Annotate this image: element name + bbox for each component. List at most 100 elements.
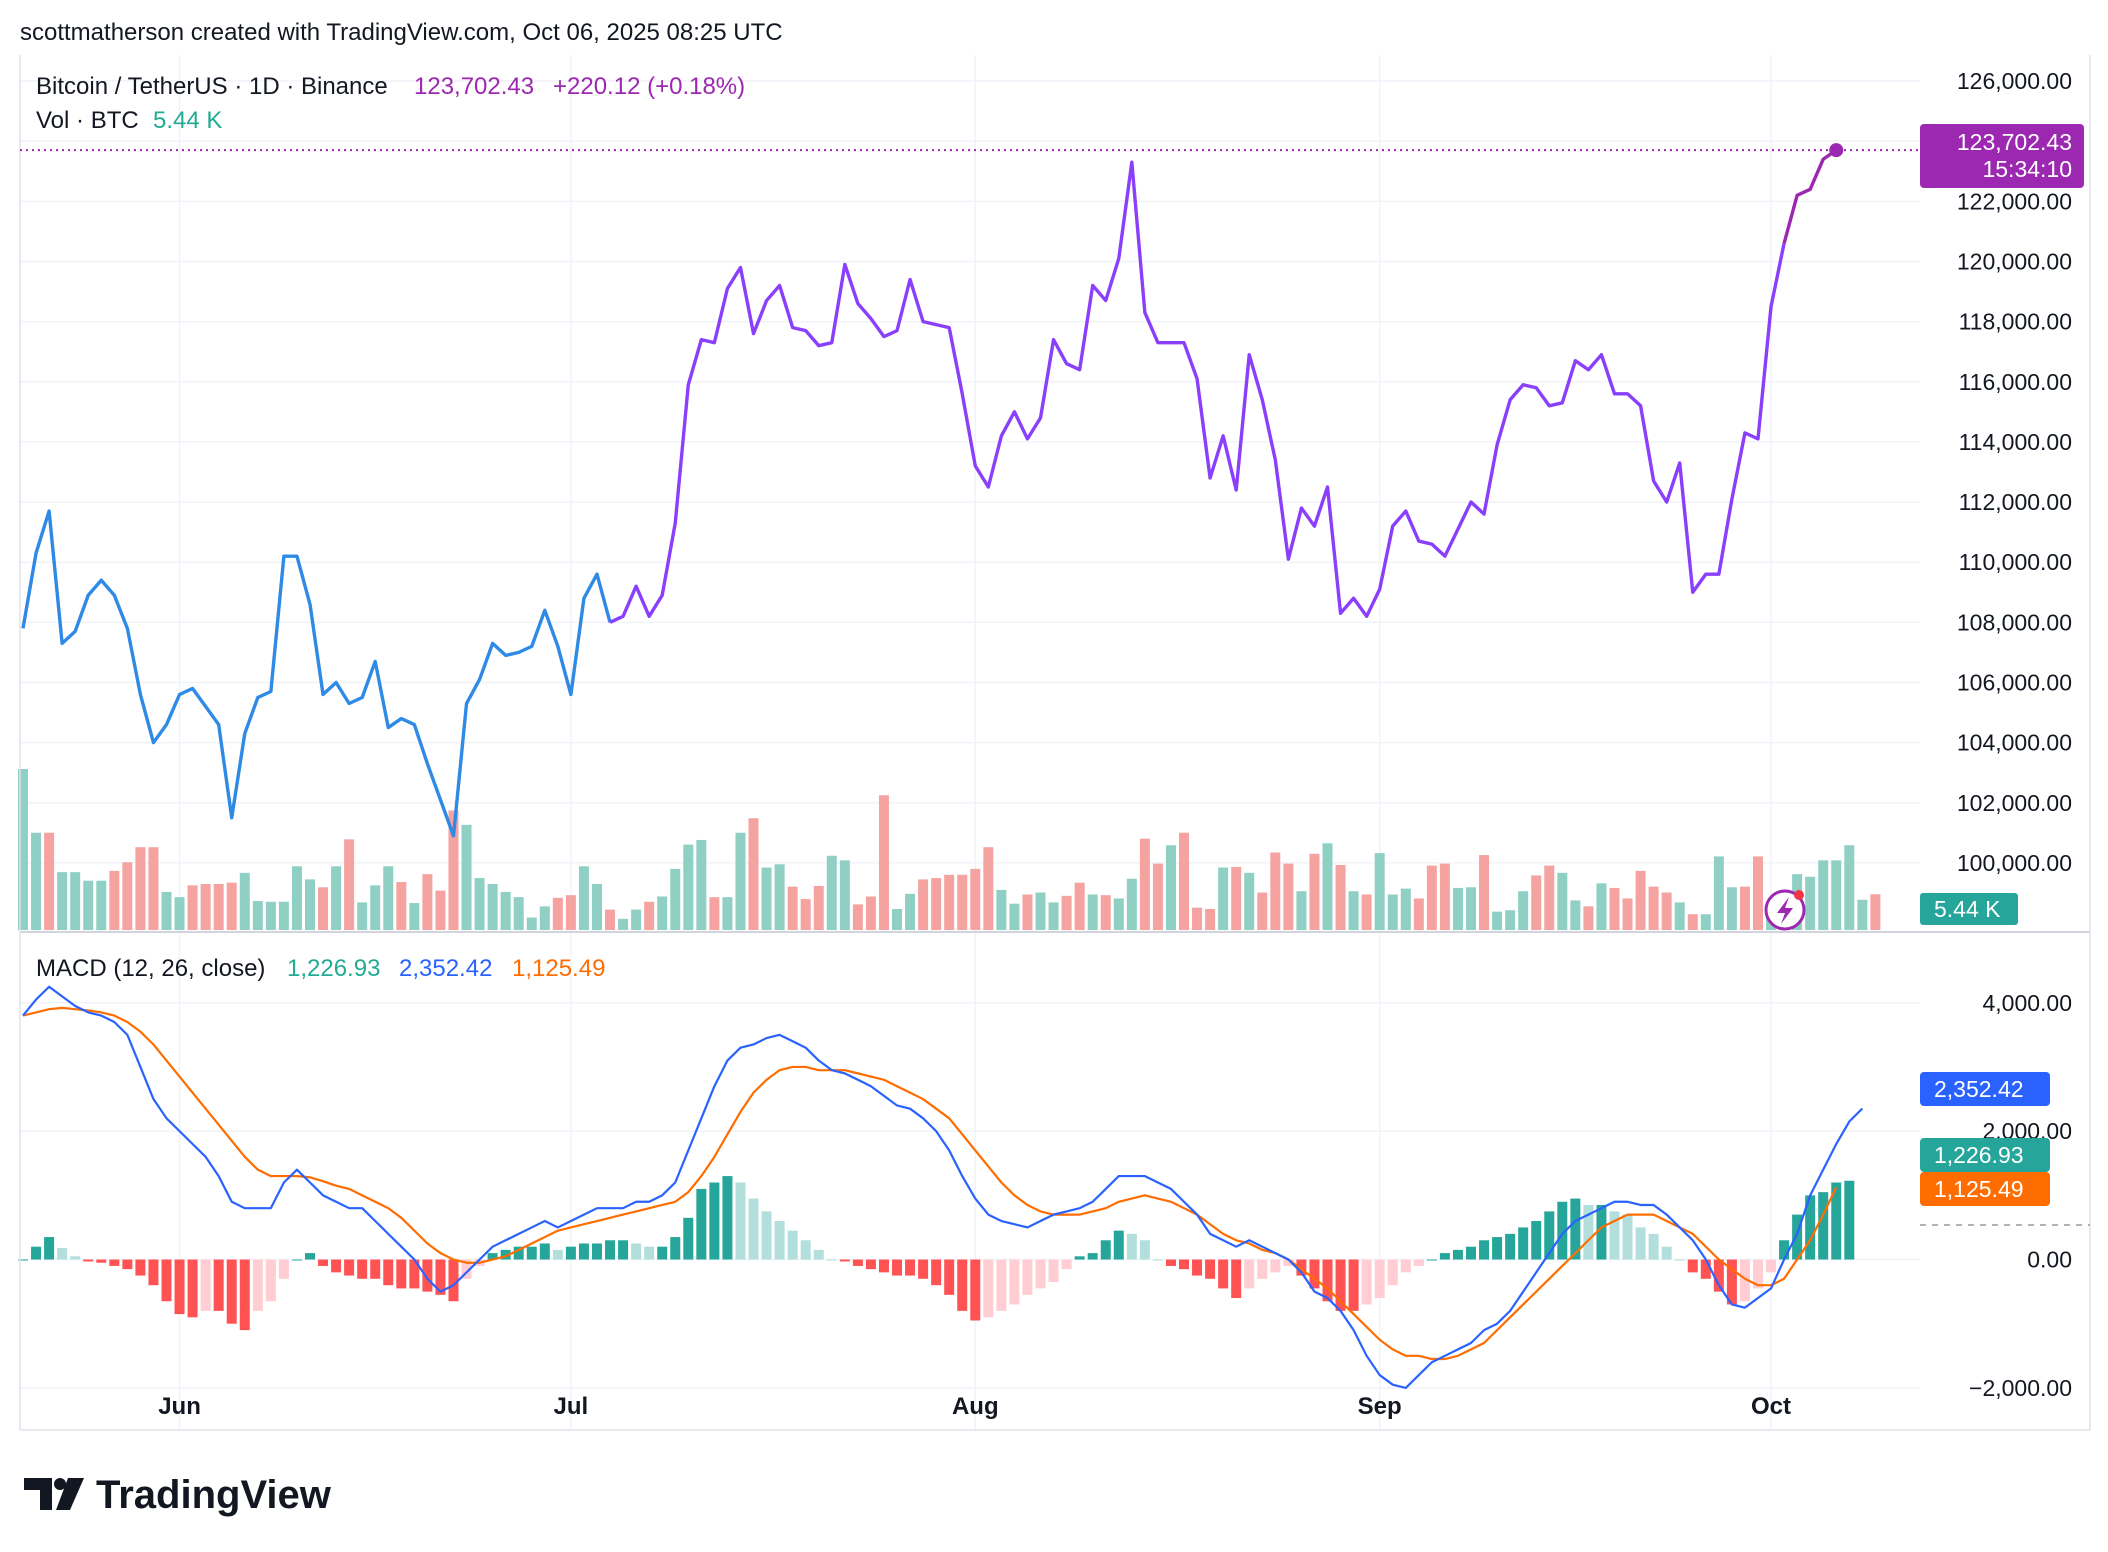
volume-bar xyxy=(1035,892,1046,930)
volume-bar xyxy=(344,839,355,930)
macd-legend-label[interactable]: MACD (12, 26, close) xyxy=(36,955,265,982)
macd-histogram-bar xyxy=(161,1259,172,1302)
macd-histogram-bar xyxy=(1218,1259,1229,1289)
tradingview-logo-icon[interactable]: TradingView xyxy=(24,1473,332,1517)
macd-histogram-bar xyxy=(357,1259,368,1279)
macd-line xyxy=(22,985,1864,1390)
volume-bar xyxy=(1426,865,1437,930)
month-tick-label: Oct xyxy=(1751,1393,1791,1420)
volume-legend-label[interactable]: Vol · BTC xyxy=(36,107,139,134)
macd-histogram-bar xyxy=(565,1246,576,1260)
volume-bar xyxy=(31,832,42,930)
price-tick-label: 120,000.00 xyxy=(1957,248,2072,274)
volume-bar xyxy=(1518,891,1529,930)
volume-bar xyxy=(552,897,563,930)
price-line-segment xyxy=(1782,148,1838,244)
macd-histogram-bar xyxy=(1557,1201,1568,1260)
macd-histogram-bar xyxy=(422,1259,433,1292)
volume-bar xyxy=(1857,899,1868,930)
macd-histogram-bar xyxy=(774,1221,785,1260)
macd-histogram-bar xyxy=(931,1259,942,1286)
macd-histogram-bar xyxy=(1779,1240,1790,1260)
macd-histogram-bar xyxy=(1244,1259,1255,1289)
macd-histogram-bar xyxy=(696,1188,707,1260)
macd-histogram-bar xyxy=(1505,1233,1516,1260)
macd-histogram-bar xyxy=(1074,1256,1085,1260)
volume-bar xyxy=(1726,887,1737,930)
volume-bar xyxy=(1192,907,1203,930)
macd-histogram-bar xyxy=(1570,1198,1581,1260)
volume-bar xyxy=(1870,894,1881,930)
volume-bar xyxy=(1218,867,1229,930)
macd-histogram-bar xyxy=(670,1237,681,1260)
macd-legend: MACD (12, 26, close) 1,226.93 2,352.42 1… xyxy=(36,955,605,982)
macd-histogram-bar xyxy=(944,1259,955,1295)
volume-bar xyxy=(1831,860,1842,930)
macd-histogram-bar xyxy=(187,1259,198,1318)
volume-bar xyxy=(109,870,120,930)
volume-bar xyxy=(1113,898,1124,930)
volume-bar xyxy=(1739,886,1750,930)
volume-bar xyxy=(761,867,772,930)
price-tick-label: 102,000.00 xyxy=(1957,790,2072,816)
macd-histogram-bar xyxy=(1661,1246,1672,1260)
price-series xyxy=(21,148,1838,838)
macd-histogram-bar xyxy=(344,1259,355,1276)
brand-name: TradingView xyxy=(96,1473,332,1517)
macd-hist-badge-bg xyxy=(1920,1138,2050,1172)
macd-histogram-bar xyxy=(905,1259,916,1276)
macd-histogram-bar xyxy=(370,1259,381,1279)
macd-histogram-bar xyxy=(1622,1214,1633,1260)
macd-histogram-bar xyxy=(1805,1195,1816,1260)
month-tick-label: Jul xyxy=(554,1393,589,1420)
macd-histogram-bar xyxy=(200,1259,211,1311)
macd-signal-badge-value: 1,125.49 xyxy=(1934,1176,2024,1202)
time-axis: Jun Jul Aug Sep Oct xyxy=(158,1393,1791,1420)
volume-bar xyxy=(1805,876,1816,930)
macd-histogram-bar xyxy=(252,1259,263,1311)
price-tick-label: 108,000.00 xyxy=(1957,609,2072,635)
macd-histogram-bar xyxy=(213,1259,224,1311)
macd-histogram-bar xyxy=(1139,1240,1150,1260)
volume-bar xyxy=(357,902,368,930)
macd-histogram-bar xyxy=(1531,1221,1542,1260)
volume-bar xyxy=(1152,863,1163,930)
macd-histogram-bar xyxy=(57,1247,68,1260)
volume-bar xyxy=(226,882,237,930)
price-legend: Bitcoin / TetherUS · 1D · Binance 123,70… xyxy=(36,73,745,134)
volume-bar xyxy=(122,862,133,930)
volume-bar xyxy=(618,918,629,930)
volume-bar xyxy=(474,878,485,930)
macd-histogram-bar xyxy=(265,1259,276,1302)
volume-bar xyxy=(1818,860,1829,930)
volume-bar xyxy=(435,890,446,930)
macd-histogram-bar xyxy=(109,1259,120,1266)
volume-bar xyxy=(1570,900,1581,930)
volume-bar xyxy=(383,866,394,930)
macd-histogram-bar xyxy=(1766,1259,1777,1273)
macd-histogram-bar xyxy=(1544,1211,1555,1260)
symbol-label[interactable]: Bitcoin / TetherUS · 1D · Binance xyxy=(36,73,388,100)
volume-bar xyxy=(526,917,537,930)
volume-bar xyxy=(1479,855,1490,930)
macd-histogram-bar xyxy=(1283,1259,1294,1266)
volume-bar xyxy=(96,880,107,930)
macd-histogram-bar xyxy=(1687,1259,1698,1273)
volume-bar xyxy=(1687,914,1698,930)
volume-bar xyxy=(644,901,655,930)
volume-bar xyxy=(1452,887,1463,930)
macd-histogram-bar xyxy=(1009,1259,1020,1305)
volume-bar xyxy=(70,872,81,930)
month-tick-label: Jun xyxy=(158,1393,201,1420)
macd-histogram-bar xyxy=(918,1259,929,1279)
macd-histogram-bar xyxy=(487,1253,498,1260)
volume-bar xyxy=(1413,898,1424,930)
macd-histogram-bar xyxy=(1165,1259,1176,1266)
macd-histogram-bar xyxy=(865,1259,876,1270)
volume-series xyxy=(18,769,1881,930)
volume-bar xyxy=(1465,887,1476,930)
macd-histogram-bar xyxy=(513,1246,524,1260)
macd-histogram-bar xyxy=(1726,1259,1737,1305)
lightning-bolt-icon[interactable] xyxy=(1764,889,1806,931)
volume-bar xyxy=(1009,903,1020,930)
